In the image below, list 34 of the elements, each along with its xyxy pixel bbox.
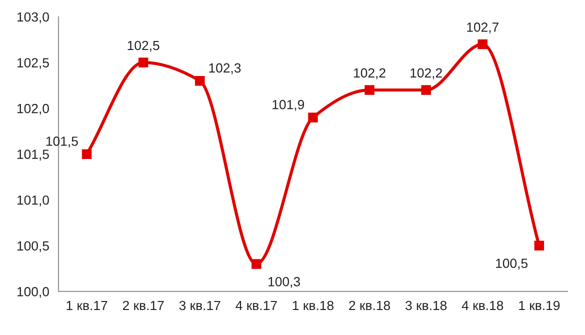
x-tick-label: 2 кв.17 — [122, 300, 164, 310]
data-label: 100,3 — [268, 276, 300, 288]
x-tick-label: 3 кв.17 — [179, 300, 220, 310]
point — [195, 76, 205, 86]
point — [82, 149, 92, 159]
data-label: 102,2 — [354, 68, 386, 80]
data-label: 102,2 — [410, 68, 442, 80]
y-tick-label: 101,0 — [17, 195, 49, 206]
x-tick-label: 2 кв.18 — [349, 300, 390, 310]
point — [308, 112, 318, 122]
data-label: 102,5 — [128, 40, 160, 52]
y-tick-label: 102,5 — [17, 58, 49, 70]
data-label: 102,7 — [467, 22, 498, 34]
x-tick-label: 1 кв.17 — [66, 300, 108, 310]
point — [138, 58, 148, 68]
x-tick-label: 4 кв.17 — [236, 300, 277, 310]
data-label: 101,9 — [272, 100, 304, 111]
point — [421, 85, 431, 95]
x-tick-label: 3 кв.18 — [406, 300, 447, 310]
x-tick-label: 1 кв.18 — [292, 300, 334, 310]
y-tick-label: 101,5 — [17, 150, 49, 161]
x-tick-label: 4 кв.18 — [462, 300, 504, 310]
x-tick-label: 1 кв.19 — [519, 300, 560, 310]
y-tick-label: 102,0 — [17, 104, 49, 115]
y-tick-label: 100,5 — [17, 241, 49, 252]
point — [478, 39, 488, 50]
y-tick-label: 103,0 — [17, 12, 49, 24]
point — [364, 85, 374, 95]
y-tick-label: 100,0 — [17, 287, 49, 298]
point — [534, 240, 544, 251]
data-label: 100,5 — [496, 258, 528, 270]
data-label: 101,5 — [46, 136, 78, 148]
data-label: 102,3 — [209, 63, 241, 74]
point — [252, 259, 262, 269]
